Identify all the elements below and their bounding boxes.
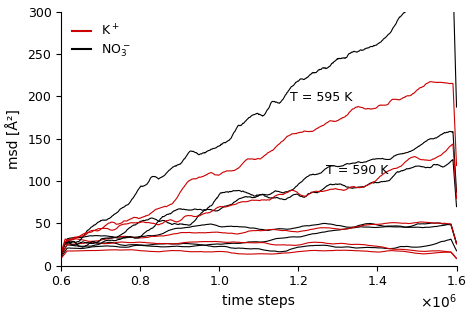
Legend: K$^+$, NO$_3^-$: K$^+$, NO$_3^-$ (67, 18, 136, 64)
Text: T = 595 K: T = 595 K (291, 91, 353, 104)
Text: T = 590 K: T = 590 K (326, 164, 389, 177)
Y-axis label: msd [Å²]: msd [Å²] (7, 109, 22, 169)
X-axis label: time steps: time steps (222, 294, 295, 308)
